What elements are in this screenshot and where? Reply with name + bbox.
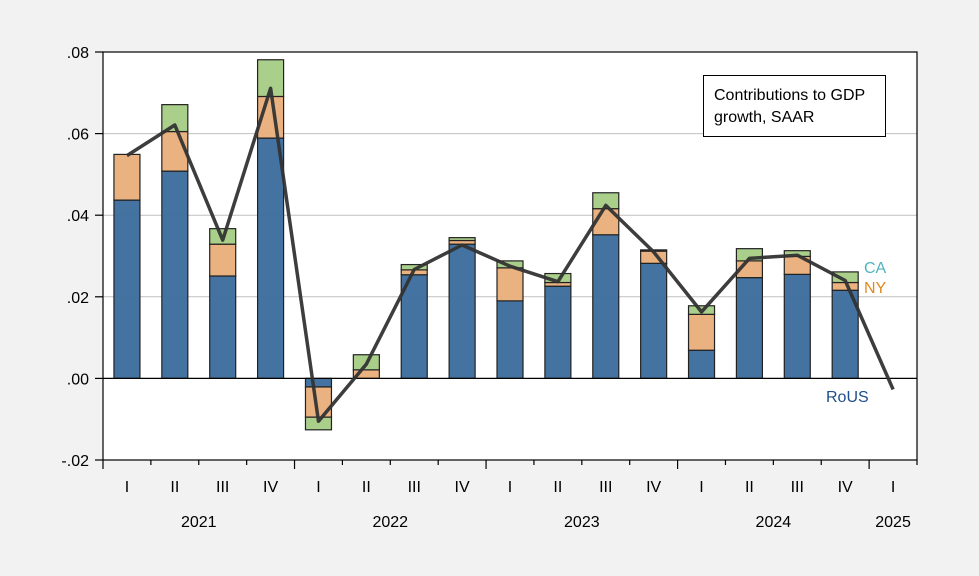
x-quarter-label: I	[316, 479, 320, 496]
x-quarter-label: I	[699, 479, 703, 496]
bar-rous-2024Q2	[735, 277, 764, 379]
plot-frame	[102, 51, 918, 461]
x-quarter-label: III	[216, 479, 229, 496]
bar-rous-2022Q1	[304, 377, 333, 388]
x-quarter-label: III	[599, 479, 612, 496]
y-tick-label: .06	[67, 127, 89, 144]
bar-rous-2023Q2	[544, 285, 572, 379]
chart-title: Contributions to GDP growth, SAAR	[714, 87, 865, 126]
bar-rous-2021Q1	[113, 199, 141, 380]
x-year-label: 2024	[756, 514, 792, 531]
x-year-label: 2022	[372, 514, 408, 531]
bar-ny-2024Q1	[687, 313, 716, 351]
y-tick-label: .04	[67, 208, 89, 225]
bar-rous-2021Q2	[161, 170, 189, 379]
bar-ny-2021Q4	[256, 95, 285, 139]
y-axis: -.02 .00 .02 .04 .06 .08	[61, 45, 103, 470]
x-quarter-label: I	[891, 479, 895, 496]
x-quarter-label: IV	[646, 479, 661, 496]
y-tick-label: -.02	[61, 453, 89, 470]
x-quarter-label: I	[508, 479, 512, 496]
bar-rous-2021Q4	[256, 137, 285, 379]
x-quarter-label: II	[362, 479, 371, 496]
bar-rous-2023Q4	[640, 262, 668, 379]
x-quarter-label: III	[791, 479, 804, 496]
series-label-ny: NY	[864, 280, 887, 297]
bar-ny-2021Q3	[209, 243, 237, 277]
x-year-label: 2021	[181, 514, 217, 531]
chart-title-box: Contributions to GDP growth, SAAR	[703, 75, 886, 137]
x-quarter-label: II	[745, 479, 754, 496]
bars	[113, 59, 859, 431]
bar-rous-2024Q3	[783, 273, 811, 379]
bar-ca-2022Q4	[448, 237, 476, 242]
x-year-label: 2023	[564, 514, 600, 531]
x-quarter-label: I	[125, 479, 129, 496]
bar-ny-2023Q1	[496, 267, 524, 302]
bar-rous-2024Q1	[687, 349, 716, 379]
x-quarter-label: III	[408, 479, 421, 496]
bar-rous-2022Q4	[448, 243, 476, 379]
x-quarter-label: II	[170, 479, 179, 496]
bar-rous-2023Q1	[496, 300, 524, 380]
y-tick-label: .00	[67, 371, 89, 388]
bar-rous-2024Q4	[831, 289, 859, 380]
bar-rous-2021Q3	[209, 275, 237, 380]
y-tick-label: .08	[67, 45, 89, 62]
x-year-label: 2025	[875, 514, 911, 531]
gdp-growth-line	[125, 86, 895, 423]
x-quarter-label: IV	[455, 479, 470, 496]
series-label-ca: CA	[864, 260, 887, 277]
x-quarter-label: IV	[263, 479, 278, 496]
series-label-rous: RoUS	[826, 389, 869, 406]
y-tick-label: .02	[67, 290, 89, 307]
x-quarter-label: IV	[838, 479, 853, 496]
bar-ny-2021Q1	[113, 153, 141, 201]
x-quarter-label: II	[553, 479, 562, 496]
bar-rous-2023Q3	[592, 234, 620, 379]
